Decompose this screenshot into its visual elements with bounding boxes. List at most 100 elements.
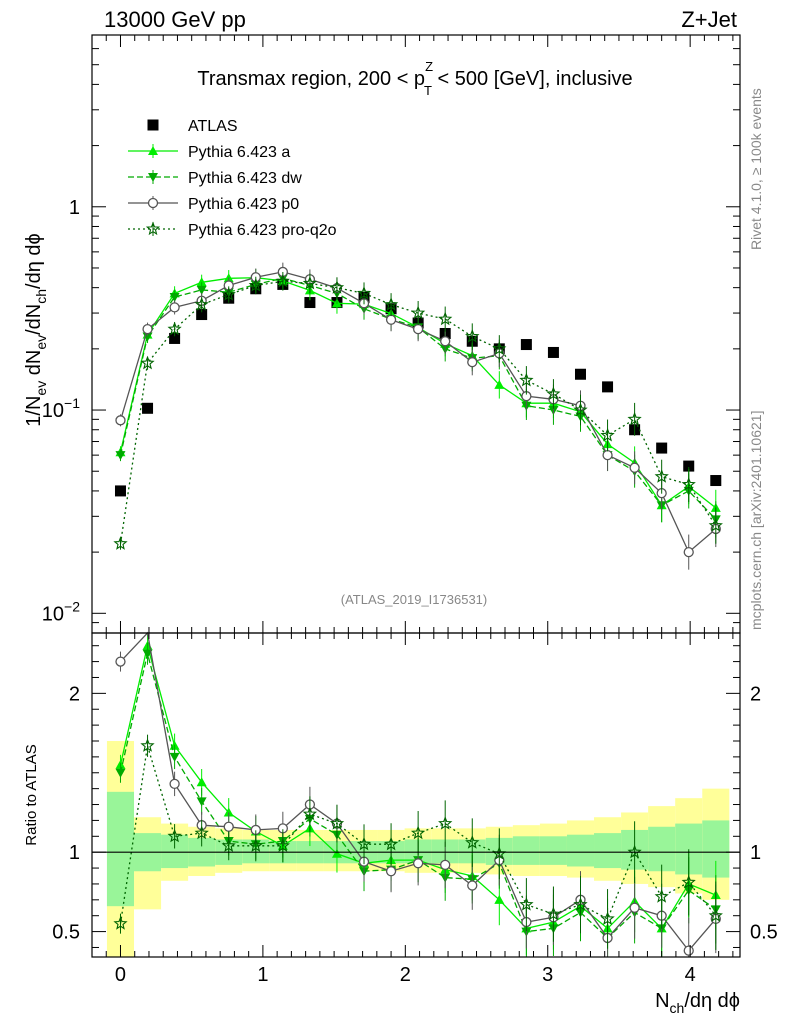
- ratio-plot-frame: [91, 632, 741, 958]
- series-4-ratio-point: [356, 836, 372, 851]
- series-4-ratio-point: [438, 816, 453, 830]
- series-4-ratio-point: [708, 908, 723, 922]
- series-3-point: [142, 324, 153, 335]
- legend-label: Pythia 6.423 a: [188, 144, 290, 161]
- series-1-ratio-point: [494, 894, 505, 904]
- series-0-point: [304, 297, 316, 309]
- series-4-ratio-point: [275, 838, 290, 852]
- series-3-point: [440, 336, 451, 347]
- series-4-ratio-point: [465, 835, 480, 849]
- series-4-ratio-point: [167, 828, 182, 843]
- series-3-ratio-point: [169, 778, 180, 790]
- series-4-point: [113, 536, 128, 550]
- series-2-ratio-point: [169, 752, 180, 762]
- ticks-layer: 0 1 2 3 4 1 10−1 10−2 0.5 0.5 1 1 2 2: [42, 34, 778, 986]
- ratio-tick-label-right: 1: [750, 842, 761, 864]
- series-4-ratio-point: [654, 889, 669, 903]
- series-4-ratio-point: [519, 897, 534, 911]
- series-1-ratio-point: [196, 777, 207, 787]
- series-3-ratio-point: [115, 656, 126, 667]
- series-0-point: [602, 381, 614, 393]
- y-tick-label: 1: [69, 197, 80, 219]
- series-0-point: [574, 368, 586, 380]
- x-tick-label: 2: [400, 964, 411, 986]
- series-1-ratio-point: [223, 807, 234, 817]
- legend-marker: [147, 119, 159, 131]
- analysis-watermark: (ATLAS_2019_I1736531): [341, 592, 487, 607]
- series-4-point: [708, 518, 723, 532]
- legend-label: Pythia 6.423 dw: [188, 170, 302, 187]
- series-3-ratio-point: [629, 902, 640, 913]
- x-tick-label: 3: [542, 964, 553, 986]
- legend-label: Pythia 6.423 p0: [188, 196, 299, 213]
- ratio-tick-label-right: 2: [750, 683, 761, 705]
- chart-title-tail: < 500 [GeV], inclusive: [432, 68, 633, 90]
- series-0-point: [169, 332, 181, 344]
- x-axis-label: Nch/dη dϕ: [655, 990, 740, 1016]
- series-3-point: [629, 462, 640, 473]
- series-4-point: [573, 402, 588, 417]
- series-4-ratio-point: [329, 816, 345, 830]
- ratio-tick-label: 0.5: [52, 922, 80, 944]
- series-1-point: [494, 379, 505, 389]
- series-0-point: [656, 442, 668, 454]
- series-2-point: [169, 292, 180, 302]
- x-tick-label: 0: [115, 964, 126, 986]
- series-4-ratio-point: [221, 838, 236, 852]
- series-4-point: [492, 341, 507, 355]
- chart-title-subscript: T: [424, 83, 432, 98]
- series-4-ratio-point: [600, 911, 615, 925]
- legend-label: ATLAS: [188, 118, 238, 135]
- series-3-ratio-point: [467, 880, 478, 891]
- series-0-point: [114, 485, 126, 497]
- series-4-point: [329, 280, 345, 294]
- ratio-tick-label-right: 0.5: [750, 922, 778, 944]
- ratio-band-inner: [648, 826, 676, 872]
- ratio-band-inner: [512, 836, 540, 865]
- series-3-point: [467, 357, 478, 368]
- series-4-point: [627, 411, 642, 426]
- y-axis-label: 1/Nev dNev/dNch/dη dϕ: [23, 233, 49, 426]
- series-4-point: [600, 427, 615, 442]
- legend-marker: [148, 173, 158, 182]
- series-4-point: [681, 477, 696, 491]
- series-3-ratio-point: [683, 945, 694, 956]
- ratio-band-inner: [594, 833, 622, 869]
- series-3-point: [115, 415, 126, 426]
- series-0-point: [710, 475, 722, 487]
- ratio-tick-label: 1: [69, 842, 80, 864]
- series-3-point: [412, 324, 424, 335]
- series-4-point: [356, 285, 372, 300]
- legend-marker: [148, 146, 158, 155]
- series-4-point: [302, 275, 318, 290]
- chart-title-main: Transmax region, 200 < p: [197, 68, 425, 90]
- rivet-version-label: Rivet 4.1.0, ≥ 100k events: [748, 88, 764, 250]
- series-4-point: [194, 297, 209, 311]
- series-4-ratio-point: [113, 916, 128, 930]
- series-4-point: [275, 273, 290, 288]
- chart-title: Transmax region, 200 < pZ T < 500 [GeV], …: [197, 59, 632, 98]
- series-4-ratio-point: [140, 738, 155, 752]
- legend: ATLAS Pythia 6.423 a Pythia 6.423 dw Pythia…: [128, 118, 337, 239]
- series-4-ratio-point: [302, 806, 318, 821]
- series-4-ratio-point: [627, 844, 642, 859]
- legend-marker: [145, 221, 161, 236]
- series-4-ratio-point: [248, 838, 263, 852]
- x-tick-label: 1: [257, 964, 268, 986]
- mcplots-label: mcplots.cern.ch [arXiv:2401.10621]: [748, 411, 764, 630]
- series-0-point: [142, 402, 154, 414]
- series-4-point: [410, 305, 426, 320]
- series-1-point: [196, 277, 207, 287]
- series-0-point: [547, 346, 559, 358]
- series-3-point: [602, 449, 613, 461]
- series-4-point: [546, 386, 561, 401]
- series-4-point: [221, 286, 236, 301]
- ratio-tick-label: 2: [69, 683, 80, 705]
- x-tick-label: 4: [685, 964, 696, 986]
- series-2-ratio-point: [142, 649, 153, 659]
- series-3-ratio-point: [412, 858, 424, 869]
- axes-layer: [91, 34, 741, 958]
- series-4-ratio-point: [546, 906, 561, 921]
- series-4-point: [465, 329, 480, 343]
